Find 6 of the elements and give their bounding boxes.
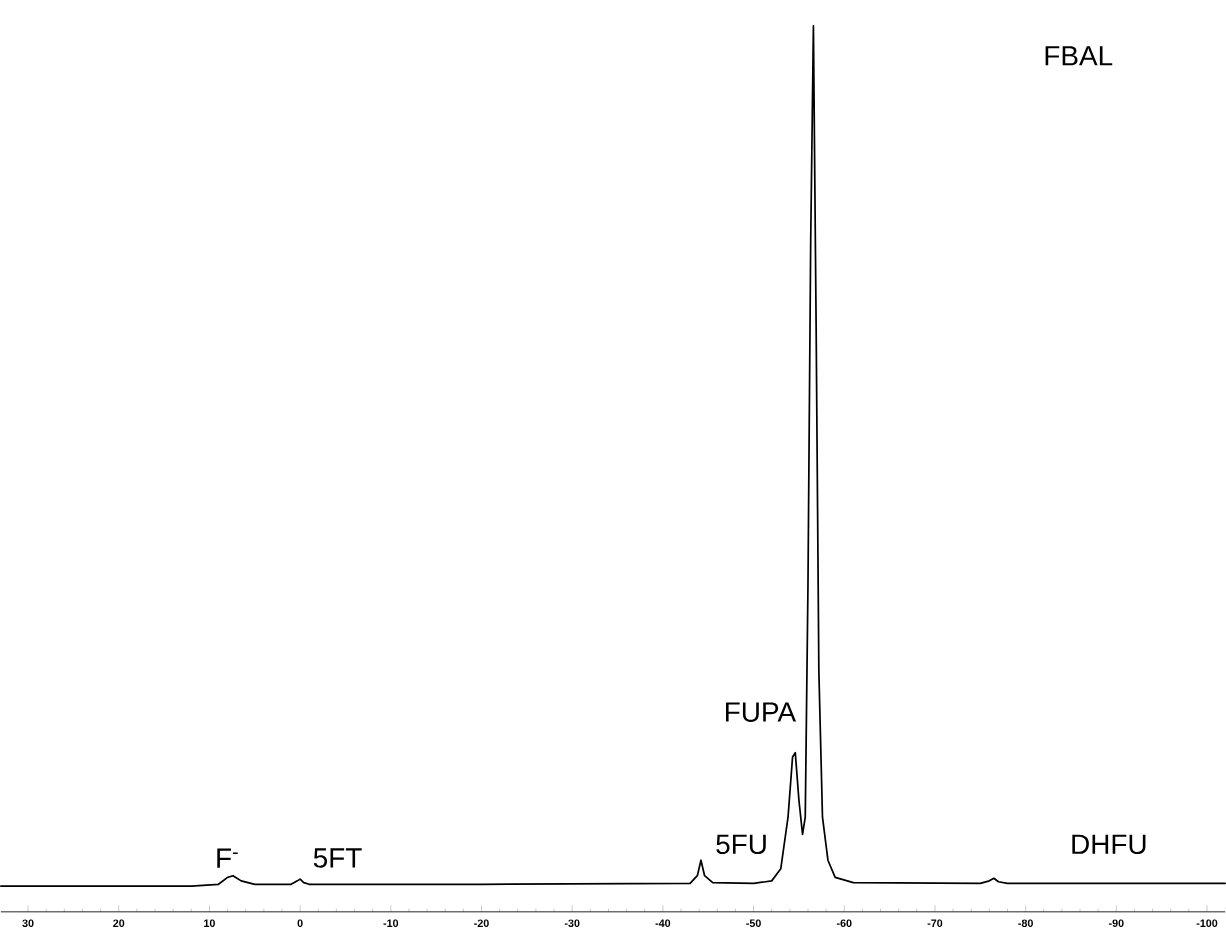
annotation: F$^{-}$: [217, 848, 238, 868]
annotation: FBAL: [1045, 46, 1113, 66]
annotation: FUPA: [726, 702, 797, 722]
annotation: 5FT: [313, 848, 362, 868]
annotation: DHFU: [1072, 834, 1146, 855]
annotation: 5FU: [716, 834, 766, 855]
